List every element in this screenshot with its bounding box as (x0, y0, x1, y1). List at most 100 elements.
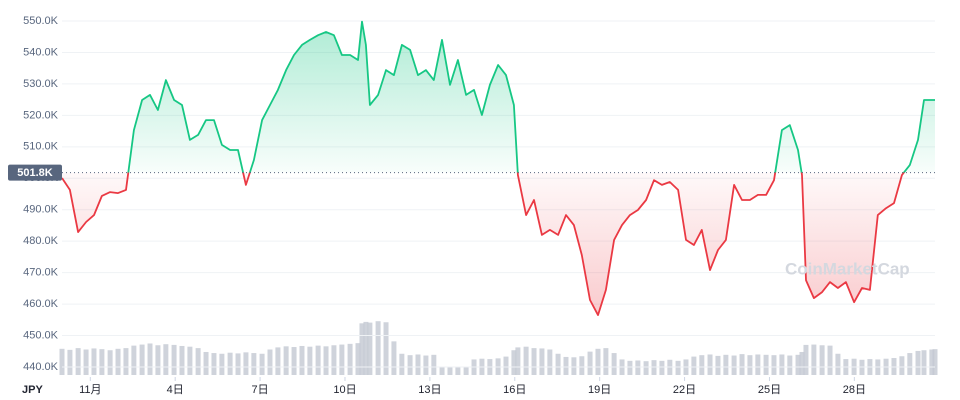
volume-bar (627, 360, 633, 375)
y-tick-label: 520.0K (23, 109, 59, 121)
volume-bar (139, 344, 145, 375)
volume-bar (731, 355, 737, 375)
volume-bar (659, 360, 665, 375)
volume-bar (399, 353, 405, 375)
volume-bar (267, 349, 273, 375)
x-tick-label: 16日 (503, 384, 526, 396)
volume-bar (579, 356, 585, 375)
x-tick-label: 28日 (843, 384, 866, 396)
volume-bar (83, 349, 89, 375)
volume-bar (367, 322, 373, 375)
x-tick-label: 13日 (418, 384, 441, 396)
volume-bar (555, 353, 561, 375)
volume-bar (99, 349, 105, 375)
area-fill (62, 21, 935, 316)
volume-bar (347, 343, 353, 375)
volume-bar (899, 356, 905, 375)
x-tick-label: 7日 (252, 384, 269, 396)
volume-bar (651, 360, 657, 375)
volume-bar (563, 356, 569, 375)
volume-bar (763, 354, 769, 375)
volume-bar (503, 356, 509, 375)
volume-bar (723, 354, 729, 375)
volume-bar (283, 346, 289, 375)
volume-bar (603, 348, 609, 375)
volume-bar (715, 355, 721, 375)
volume-bar (67, 349, 73, 375)
volume-bar (511, 350, 517, 375)
volume-bar (107, 350, 113, 375)
volume-bar (299, 345, 305, 375)
volume-bar (187, 346, 193, 375)
volume-bar (315, 345, 321, 375)
volume-bar (155, 345, 161, 375)
volume-bar (331, 345, 337, 375)
y-tick-label: 470.0K (23, 267, 59, 279)
volume-bar (635, 360, 641, 375)
volume-bar (795, 354, 801, 375)
x-tick-label: 4日 (167, 384, 184, 396)
volume-bar (799, 351, 805, 375)
volume-layer (59, 321, 938, 375)
baseline-label: 501.8K (17, 167, 53, 179)
volume-bar (699, 355, 705, 375)
volume-bar (147, 343, 153, 375)
volume-bar (827, 345, 833, 375)
x-tick-label: 19日 (588, 384, 611, 396)
x-tick-label: 22日 (673, 384, 696, 396)
area-layer (62, 21, 935, 316)
volume-bar (391, 341, 397, 375)
volume-bar (423, 355, 429, 375)
volume-bar (787, 355, 793, 375)
volume-bar (323, 346, 329, 375)
volume-bar (235, 353, 241, 375)
volume-bar (131, 345, 137, 375)
volume-bar (819, 345, 825, 375)
volume-bar (91, 348, 97, 375)
volume-bar (363, 321, 369, 375)
volume-bar (691, 356, 697, 375)
y-tick-label: 490.0K (23, 204, 59, 216)
volume-bar (195, 348, 201, 375)
volume-bar (932, 349, 938, 375)
volume-bar (523, 346, 529, 375)
volume-bar (571, 357, 577, 375)
volume-bar (531, 348, 537, 375)
y-tick-label: 510.0K (23, 141, 59, 153)
volume-bar (227, 352, 233, 375)
baseline-label-box (8, 164, 62, 181)
volume-bar (355, 343, 361, 375)
volume-bar (611, 353, 617, 375)
volume-bar (407, 355, 413, 375)
volume-bar (211, 353, 217, 375)
x-tick-label: 25日 (758, 384, 781, 396)
volume-bar (307, 346, 313, 375)
volume-bar (123, 348, 129, 375)
volume-bar (929, 349, 935, 375)
price-line (61, 20, 935, 316)
volume-bar (375, 321, 381, 375)
volume-bar (219, 353, 225, 375)
volume-bar (171, 344, 177, 375)
volume-bar (163, 344, 169, 375)
volume-bar (811, 344, 817, 375)
volume-bar (675, 360, 681, 375)
volume-bar (747, 355, 753, 375)
x-tick-label: 10日 (333, 384, 356, 396)
volume-bar (383, 322, 389, 375)
volume-bar (291, 347, 297, 375)
volume-bar (251, 353, 257, 375)
volume-bar (463, 366, 469, 375)
x-tick-label: 11月 (79, 384, 101, 396)
y-tick-label: 440.0K (23, 361, 59, 373)
y-tick-label: 530.0K (23, 78, 59, 90)
volume-bar (921, 350, 927, 375)
volume-bar (59, 348, 65, 375)
volume-bar (547, 349, 553, 375)
y-tick-label: 460.0K (23, 298, 59, 310)
volume-bar (803, 344, 809, 375)
volume-bar (275, 347, 281, 375)
volume-bar (915, 350, 921, 375)
